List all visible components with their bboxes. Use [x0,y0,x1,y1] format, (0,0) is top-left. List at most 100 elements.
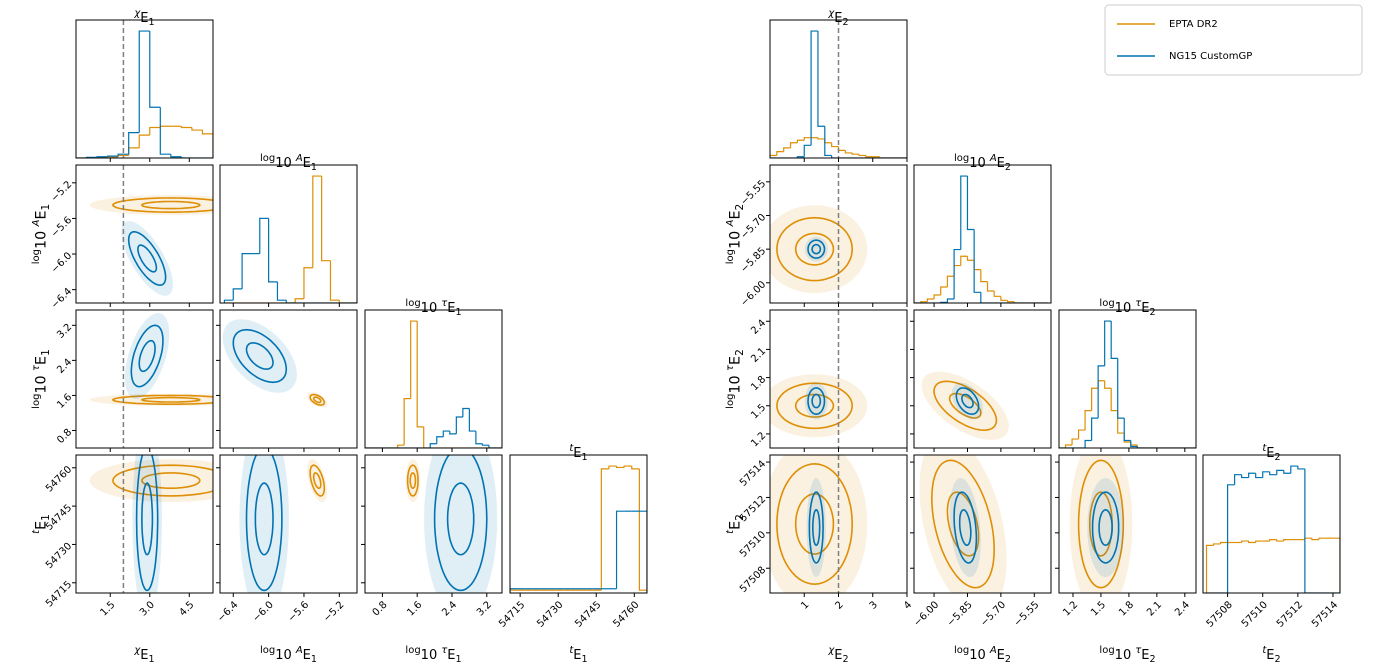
label-sub-sub: 2 [734,204,746,211]
y-tick-label: 57514 [738,459,768,489]
histogram-bin [285,300,296,303]
y-tick-label: 54730 [44,541,74,571]
sample-cloud [919,455,1007,593]
contour [130,324,164,388]
histogram-bin [783,147,791,152]
contour [111,394,213,405]
histogram-bin [107,155,119,157]
contour [112,197,213,214]
panel [76,20,213,158]
histogram-bin [1136,446,1144,448]
y-tick-label: 2.4 [55,357,74,376]
histogram-bin [442,430,450,437]
sample-cloud [770,205,868,294]
label-prefix: log [725,394,736,409]
histogram-bin [1248,541,1256,544]
label-prefix: log [260,153,275,164]
contour [1091,491,1120,564]
contour [141,396,201,403]
histogram-bin [960,255,968,266]
histogram-bin [455,416,463,434]
panel-content [222,319,328,408]
y-tick-label: 0.8 [55,427,74,446]
label-prefix-sub: 10 [969,648,986,663]
contour [141,472,201,489]
histogram-bin [831,142,839,148]
histogram-bin [1136,445,1144,448]
label-symbol: τ [1135,645,1142,656]
histogram-bin [429,443,437,448]
label-symbol: τ [1135,298,1142,309]
x-tick-label: 57512 [1275,599,1305,629]
histogram-bin [1091,417,1099,441]
legend-label: EPTA DR2 [1169,19,1218,30]
sample-cloud [222,319,297,393]
histogram-bin [1290,465,1298,474]
panel-content [405,455,498,593]
label-sub: E [34,210,50,219]
sample-cloud [949,478,981,578]
histogram-bin [966,176,975,231]
panel [220,165,357,303]
histogram-bin [631,466,640,470]
label-sub-sub: 2 [734,514,746,521]
histogram-bin [1269,539,1277,542]
x-tick-label: 54745 [573,599,603,629]
contour [961,393,974,409]
contour [776,382,854,430]
label-prefix: log [405,645,420,656]
label-prefix: log [725,249,736,264]
panel-frame [1202,454,1341,594]
histogram-bin [268,218,278,283]
histogram-bin [1262,471,1270,478]
sample-cloud [132,455,162,593]
y-tick-label: 1.6 [55,392,74,411]
y-tick-label: 1.2 [749,430,768,449]
histogram-bin [436,436,444,444]
label-symbol: t [1262,443,1267,454]
label-sub-sub: 2 [1149,654,1155,665]
histogram-bin [789,142,798,148]
panel-content [223,175,357,303]
label-sub: E [1266,446,1274,461]
label-sub: E [303,156,311,171]
label-prefix: log [1099,645,1114,656]
histogram-bin [410,320,418,399]
histogram-bin [475,431,483,445]
histogram-bin [1110,388,1118,412]
histogram-bin [1091,387,1099,411]
panel-content [76,20,213,158]
panel-frame [219,454,358,594]
contour [811,243,822,255]
histogram-bin [170,154,182,158]
contour [811,393,822,409]
label-symbol: t [31,529,42,534]
sample-cloud [770,455,868,593]
label-symbol: τ [441,645,448,656]
x-axis-label: tE1 [569,645,587,665]
label-sub-sub: 2 [1149,307,1155,318]
histogram-bin [1255,540,1263,543]
histogram-bin [232,288,243,301]
y-tick-label: 2.4 [749,318,768,337]
label-symbol: τ [725,364,736,371]
histogram-bin [138,134,150,148]
histogram-bin [1318,537,1326,540]
histogram-bin [986,281,995,292]
label-sub: E [1266,648,1274,663]
label-prefix-sub: 10 [275,156,292,171]
histogram-bin [966,256,975,261]
contour [254,482,274,556]
panel-title: log10 τE1 [405,298,461,318]
panel-frame [219,309,358,449]
contour [930,459,996,589]
contour [1077,459,1125,589]
panel-frame [75,454,214,594]
label-symbol: A [989,153,997,164]
x-tick-label: 1.5 [1089,599,1108,618]
histogram-bin [1276,539,1284,542]
histogram-bin [803,144,812,157]
panel-content [770,165,868,303]
histogram-bin [810,30,818,146]
sample-cloud [951,382,984,420]
